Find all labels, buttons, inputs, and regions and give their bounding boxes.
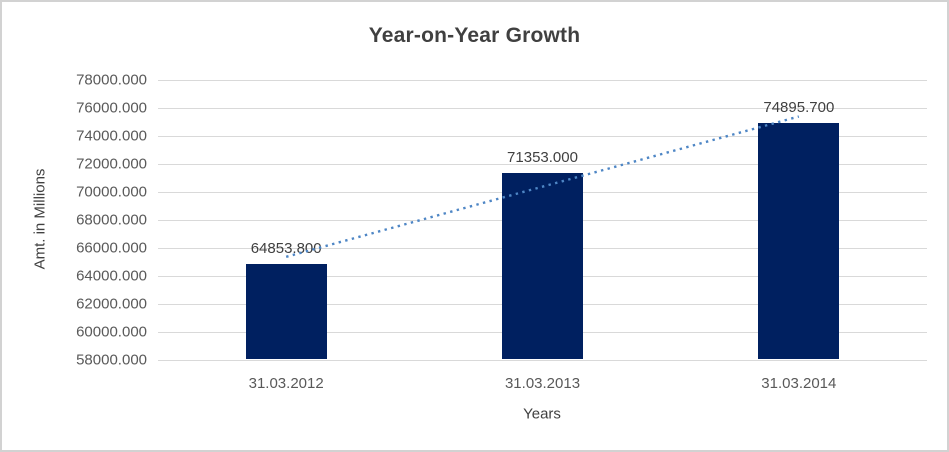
bar bbox=[245, 263, 327, 360]
gridline bbox=[158, 107, 927, 109]
y-tick-label: 64000.000 bbox=[76, 267, 147, 285]
x-tick-label: 31.03.2012 bbox=[248, 374, 324, 392]
y-tick-label: 70000.000 bbox=[76, 183, 147, 201]
y-tick-label: 62000.000 bbox=[76, 295, 147, 313]
bar bbox=[758, 123, 840, 360]
bar-data-label: 64853.800 bbox=[250, 239, 322, 257]
x-axis-title: Years bbox=[523, 405, 561, 423]
x-tick-label: 31.03.2013 bbox=[504, 374, 581, 392]
y-tick-label: 74000.000 bbox=[76, 127, 147, 145]
y-tick-label: 66000.000 bbox=[76, 239, 147, 257]
y-tick-label: 78000.000 bbox=[76, 71, 147, 89]
y-tick-label: 68000.000 bbox=[76, 211, 147, 229]
bar-data-label: 71353.000 bbox=[507, 148, 578, 166]
y-tick-label: 58000.000 bbox=[76, 351, 147, 368]
x-tick-label: 31.03.2014 bbox=[761, 374, 837, 392]
bar bbox=[502, 172, 583, 360]
y-tick-label: 60000.000 bbox=[76, 323, 147, 341]
y-tick-label: 76000.000 bbox=[76, 99, 147, 117]
y-tick-label: 72000.000 bbox=[76, 155, 147, 173]
gridline bbox=[158, 359, 927, 361]
gridline bbox=[158, 80, 927, 81]
bar-data-label: 74895.700 bbox=[763, 99, 835, 117]
chart-title: Year-on-Year Growth bbox=[368, 24, 581, 47]
